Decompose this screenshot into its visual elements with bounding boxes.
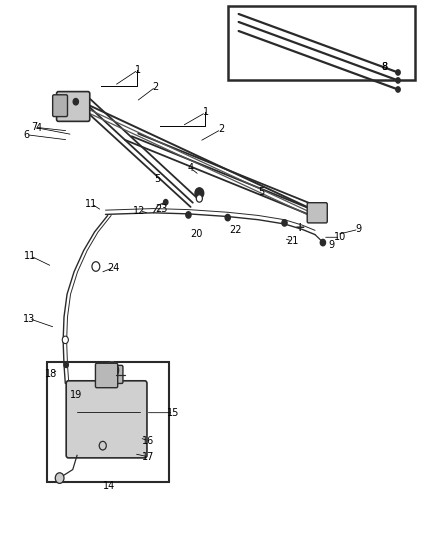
Circle shape: [73, 99, 78, 105]
Text: 10: 10: [334, 232, 346, 243]
Text: 1: 1: [135, 65, 141, 75]
Circle shape: [99, 441, 106, 450]
Text: 16: 16: [142, 436, 154, 446]
Text: 4: 4: [187, 163, 194, 173]
Text: 24: 24: [107, 263, 120, 272]
Text: 5: 5: [259, 187, 265, 197]
Circle shape: [62, 336, 68, 344]
Text: 14: 14: [103, 481, 115, 490]
Text: 2: 2: [152, 82, 159, 92]
Text: 1: 1: [203, 107, 209, 117]
Text: 12: 12: [133, 206, 146, 216]
Circle shape: [396, 87, 400, 92]
Text: 13: 13: [23, 313, 35, 324]
Circle shape: [282, 220, 287, 226]
Circle shape: [92, 262, 100, 271]
Circle shape: [64, 362, 68, 368]
Text: 7: 7: [32, 122, 38, 132]
FancyBboxPatch shape: [57, 92, 90, 122]
FancyBboxPatch shape: [307, 203, 327, 223]
FancyBboxPatch shape: [101, 366, 123, 383]
Text: 2: 2: [218, 124, 224, 134]
Text: 18: 18: [45, 369, 57, 379]
Text: 4: 4: [36, 123, 42, 133]
Text: 9: 9: [356, 224, 362, 235]
FancyBboxPatch shape: [66, 381, 147, 458]
Text: 11: 11: [24, 251, 36, 261]
Circle shape: [320, 239, 325, 246]
Text: 23: 23: [155, 204, 168, 214]
Text: 20: 20: [190, 229, 202, 239]
Text: 17: 17: [142, 452, 155, 462]
Circle shape: [196, 195, 202, 202]
Circle shape: [55, 473, 64, 483]
Circle shape: [163, 199, 168, 205]
Text: 9: 9: [328, 240, 335, 250]
Circle shape: [396, 78, 400, 83]
FancyBboxPatch shape: [95, 364, 118, 387]
Text: 19: 19: [70, 390, 82, 400]
Text: +: +: [295, 221, 306, 234]
Text: 11: 11: [85, 199, 98, 209]
Circle shape: [195, 188, 204, 198]
Bar: [228, 6, 416, 80]
Circle shape: [396, 70, 400, 75]
Circle shape: [186, 212, 191, 218]
Text: 6: 6: [23, 130, 29, 140]
Text: 21: 21: [286, 236, 299, 246]
Text: 8: 8: [382, 62, 388, 72]
Text: 15: 15: [167, 408, 179, 418]
Text: 22: 22: [230, 225, 242, 236]
FancyBboxPatch shape: [53, 95, 67, 117]
Circle shape: [106, 362, 119, 378]
Circle shape: [106, 362, 119, 378]
Text: 8: 8: [382, 62, 388, 72]
Circle shape: [225, 214, 230, 221]
Circle shape: [99, 441, 106, 450]
Bar: [46, 362, 169, 482]
Text: 5: 5: [154, 174, 160, 184]
